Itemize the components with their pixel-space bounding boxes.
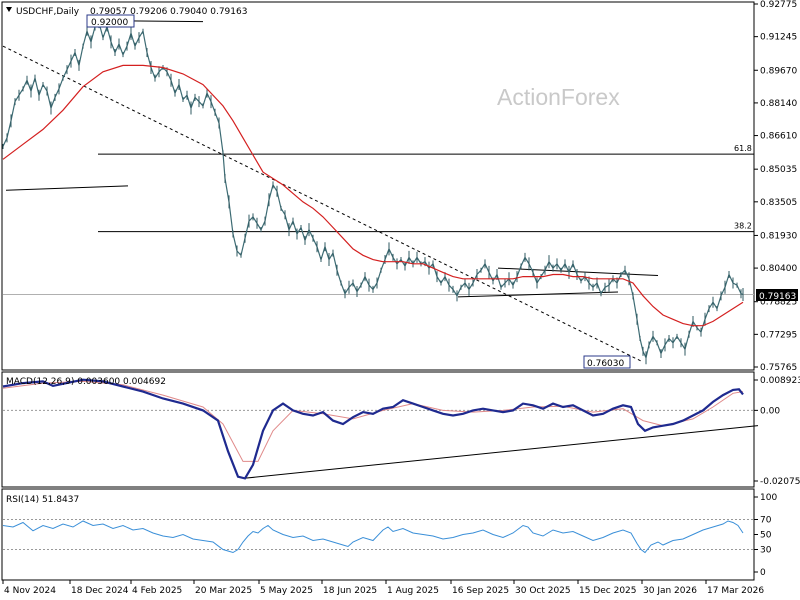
macd-line	[2, 378, 744, 480]
time-axis-label: 5 May 2025	[260, 586, 313, 596]
price-axis-label: 0.78825	[760, 298, 797, 308]
high-label: 0.92000	[91, 18, 128, 28]
trendline-1	[497, 267, 659, 277]
rsi-axis-label: 70	[760, 516, 772, 526]
time-axis-label: 20 Mar 2025	[195, 586, 252, 596]
macd-trendline	[242, 425, 759, 479]
trendline-0	[2, 45, 644, 363]
fib-61-8-label: 61.8	[734, 144, 752, 153]
time-axis-label: 30 Oct 2025	[515, 586, 571, 596]
current-price-label: 0.79163	[759, 292, 796, 302]
macd-axis-label: 0.008923	[760, 376, 800, 386]
rsi-axis-label: 100	[760, 493, 777, 503]
time-axis-label: 16 Sep 2025	[452, 586, 509, 596]
macd-axis-label: -0.020759	[760, 477, 800, 487]
price-axis-label: 0.88140	[760, 99, 797, 109]
rsi-layer: 100 70 50 30 0	[2, 493, 777, 578]
price-axis-label: 0.75765	[760, 363, 797, 373]
macd-layer: 0.008923 0.00 -0.020759	[2, 376, 800, 487]
price-axis-label: 0.85035	[760, 165, 797, 175]
price-axis-label: 0.81930	[760, 231, 797, 241]
price-axis-label: 0.91245	[760, 33, 797, 43]
rsi-label: RSI(14) 51.8437	[6, 495, 79, 505]
time-axis-label: 18 Dec 2024	[71, 586, 129, 596]
low-label-box	[583, 355, 631, 369]
rsi-axis-label: 30	[760, 546, 772, 556]
time-axis-label: 4 Nov 2024	[4, 586, 56, 596]
watermark-text: ActionForex	[497, 84, 620, 110]
price-axis-label: 0.77295	[760, 330, 797, 340]
macd-label: MACD(12,26,9) 0.003600 0.004692	[6, 377, 166, 387]
rsi-line	[2, 520, 744, 554]
macd-signal-line	[2, 380, 744, 462]
rsi-axis-label: 0	[760, 568, 766, 578]
time-axis-label: 30 Jan 2026	[643, 586, 697, 596]
price-series-layer	[2, 17, 744, 365]
macd-panel-frame	[1, 371, 755, 488]
trendline-3	[5, 185, 129, 191]
macd-axis-label: 0.00	[760, 406, 780, 416]
time-axis-label: 17 Mar 2026	[707, 586, 764, 596]
moving-average-line	[2, 64, 744, 327]
price-axis-label: 0.89670	[760, 66, 797, 76]
price-panel-frame	[1, 1, 755, 371]
time-axis-label: 1 Aug 2025	[387, 586, 439, 596]
ohlc-header: 0.79057 0.79206 0.79040 0.79163	[90, 7, 247, 17]
price-line	[2, 21, 744, 360]
price-axis-label: 0.80400	[760, 264, 797, 274]
collapse-triangle-icon[interactable]	[6, 7, 12, 12]
time-axis-label: 15 Dec 2025	[579, 586, 637, 596]
chart-title: USDCHF,Daily	[16, 7, 80, 17]
trendline-2	[457, 291, 619, 298]
time-axis-label: 18 Jun 2025	[323, 586, 377, 596]
price-axis-label: 0.86610	[760, 132, 797, 142]
price-overlay-lines	[2, 20, 754, 363]
time-axis-label: 4 Feb 2025	[132, 586, 182, 596]
low-label: 0.76030	[587, 359, 624, 369]
fib-38-2-label: 38.2	[734, 222, 752, 231]
price-axis-label: 0.83505	[760, 198, 797, 208]
current-price-tag	[756, 289, 798, 301]
rsi-axis-label: 50	[760, 531, 772, 541]
high-label-box	[86, 14, 135, 28]
price-axis-label: 0.92775	[760, 0, 797, 10]
